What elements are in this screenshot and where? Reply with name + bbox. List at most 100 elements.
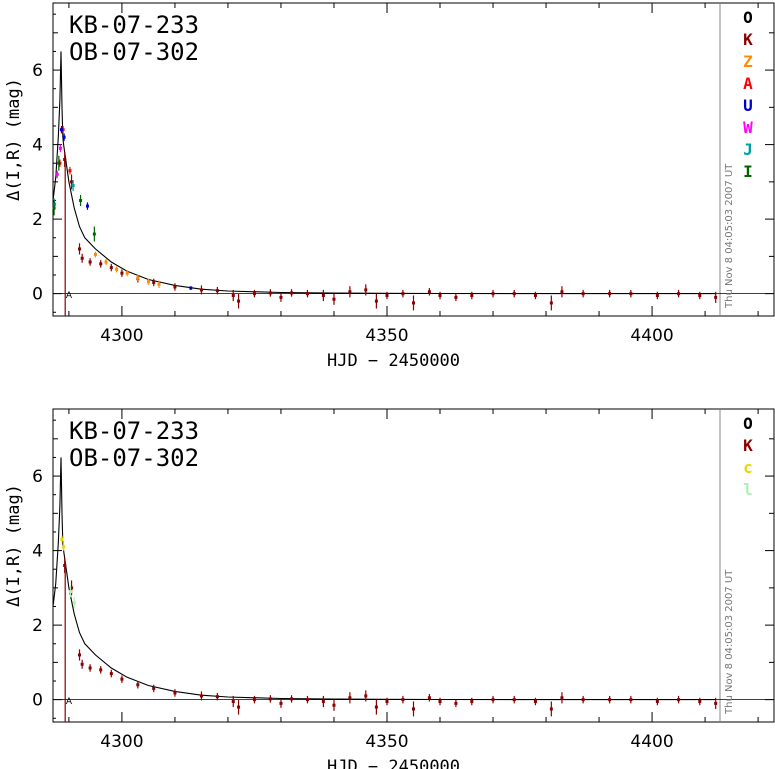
legend-entry-U: U	[743, 96, 753, 115]
data-point	[152, 280, 156, 284]
data-point	[698, 294, 702, 298]
y-tick-label: 2	[32, 616, 43, 636]
legend-entry-Z: Z	[743, 52, 753, 71]
series-K	[63, 152, 718, 311]
data-point	[215, 695, 219, 699]
data-point	[231, 700, 235, 704]
data-point	[491, 292, 495, 296]
data-point	[72, 601, 76, 605]
x-axis-label: HJD − 2450000	[327, 757, 460, 769]
panel-2: 0 2 4 6 4300 4350 4400 HJD − 2450000 Δ(I,R) (mag…	[4, 408, 775, 769]
data-point	[80, 256, 84, 260]
x-tick-label: 4300	[100, 732, 143, 752]
legend-entry-I: I	[743, 162, 753, 181]
data-point	[438, 294, 442, 298]
x-tick-label: 4400	[630, 732, 673, 752]
data-point	[279, 701, 283, 705]
data-point	[364, 288, 368, 292]
data-point	[677, 292, 681, 296]
annotation-label: A	[66, 697, 73, 707]
data-point	[629, 292, 633, 296]
data-point	[427, 290, 431, 294]
data-point	[136, 276, 140, 280]
data-point	[560, 290, 564, 294]
panel-1: 0 2 4 6 4300 4350 4400 HJD − 2450000 Δ(I,R) (mag…	[4, 2, 775, 371]
data-point	[581, 698, 585, 702]
data-point	[71, 184, 75, 188]
data-point	[109, 672, 113, 676]
data-point	[63, 158, 67, 161]
data-point	[60, 537, 64, 541]
legend-entry-O: O	[743, 8, 753, 27]
data-point	[57, 161, 61, 165]
legend-entry-A: A	[743, 74, 753, 93]
legend-entry-O: O	[743, 414, 753, 433]
data-point	[374, 299, 378, 303]
data-point	[115, 267, 119, 271]
data-point	[252, 698, 256, 702]
data-point	[655, 700, 659, 704]
data-point	[173, 285, 177, 289]
data-point	[608, 292, 612, 296]
data-point	[279, 295, 283, 299]
data-point	[92, 232, 96, 236]
data-point	[348, 696, 352, 700]
data-point	[454, 295, 458, 299]
data-point	[99, 262, 103, 266]
data-point	[512, 292, 516, 296]
data-point	[549, 301, 553, 305]
data-point	[491, 698, 495, 702]
data-point	[79, 198, 83, 202]
data-point	[215, 289, 219, 293]
data-point	[533, 700, 537, 704]
data-point	[401, 698, 405, 702]
legend-entry-J: J	[743, 140, 753, 159]
data-point	[237, 705, 241, 709]
data-point	[252, 292, 256, 296]
data-point	[78, 247, 82, 251]
data-point	[52, 206, 56, 210]
series-Z	[93, 251, 161, 289]
data-point	[231, 294, 235, 298]
data-point	[199, 694, 203, 698]
timestamp-label: Thu Nov 8 04:05:03 2007 UT	[724, 163, 735, 309]
x-tick-label: 4400	[630, 326, 673, 346]
data-point	[549, 707, 553, 711]
data-point	[560, 696, 564, 700]
data-point	[85, 204, 89, 208]
x-tick-label: 4300	[100, 326, 143, 346]
x-axis-label: HJD − 2450000	[327, 351, 460, 371]
legend-entry-K: K	[743, 436, 753, 455]
data-point	[199, 288, 203, 292]
data-point	[698, 700, 702, 704]
model-curve	[52, 51, 716, 295]
y-tick-label: 4	[32, 542, 43, 562]
data-point	[629, 698, 633, 702]
series-U	[59, 125, 193, 290]
data-point	[70, 180, 74, 184]
data-point	[533, 294, 537, 298]
series-l	[68, 585, 76, 609]
data-point	[62, 135, 66, 139]
data-point	[305, 292, 309, 296]
data-point	[427, 696, 431, 700]
data-point	[80, 662, 84, 666]
series-W	[55, 144, 62, 179]
data-point	[88, 260, 92, 264]
y-tick-label: 2	[32, 210, 43, 230]
data-point	[62, 545, 66, 549]
data-point	[173, 691, 177, 695]
x-tick-label: 4350	[365, 326, 408, 346]
y-tick-label: 0	[32, 691, 43, 711]
plot-frame	[52, 2, 775, 317]
data-point	[99, 668, 103, 672]
data-point	[332, 297, 336, 301]
data-point	[189, 286, 193, 290]
data-point	[348, 290, 352, 294]
data-point	[385, 294, 389, 298]
data-point	[512, 698, 516, 702]
data-point	[109, 266, 113, 270]
model-curve	[52, 457, 716, 701]
plot-title-line: OB-07-302	[69, 444, 199, 472]
data-point	[608, 698, 612, 702]
